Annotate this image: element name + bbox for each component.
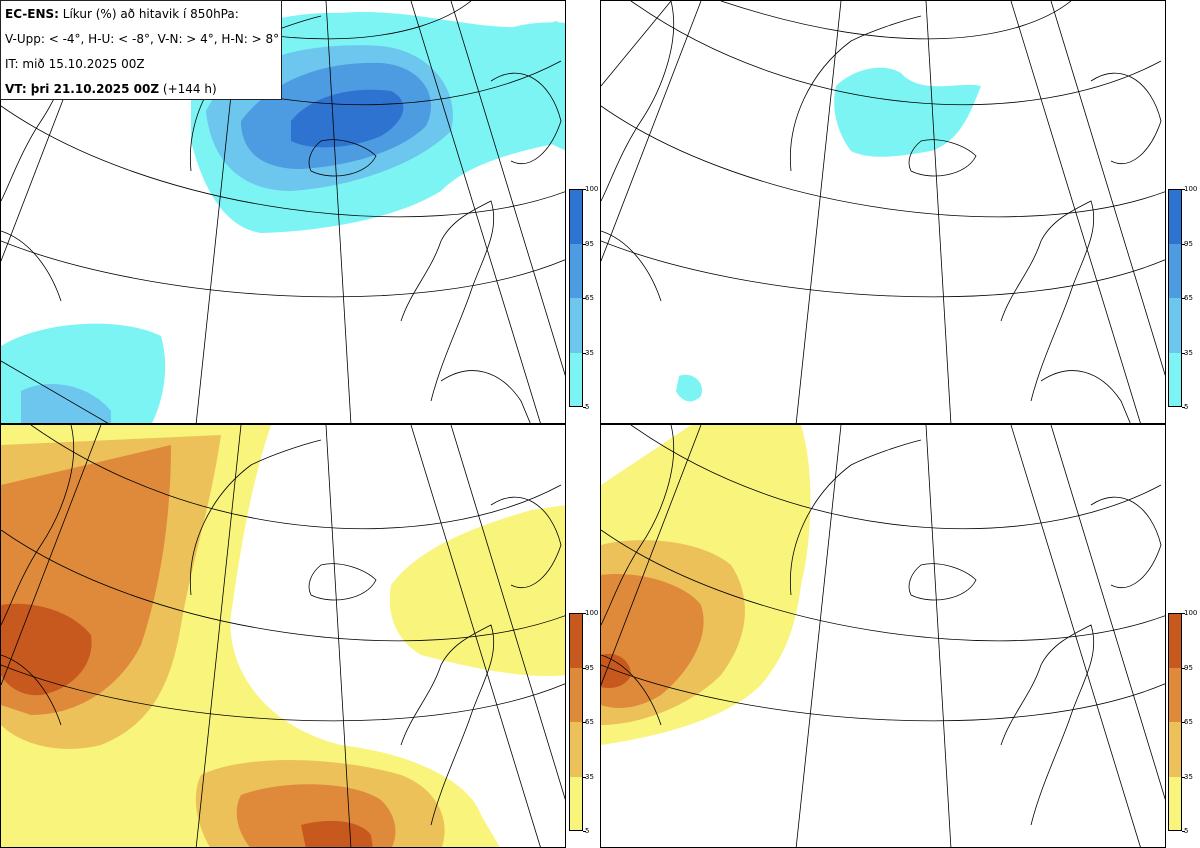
map-panel-h-u bbox=[600, 0, 1166, 424]
legend-tick-label: 5 bbox=[1184, 827, 1189, 835]
valid-time-line: VT: þri 21.10.2025 00Z (+144 h) bbox=[5, 82, 217, 96]
legend-tick-label: 95 bbox=[1184, 663, 1193, 672]
legend-tick-mark bbox=[1182, 722, 1185, 723]
model-label: EC-ENS: bbox=[5, 7, 59, 21]
prob-area-sw-65 bbox=[21, 384, 111, 423]
legend-tick-label: 95 bbox=[1184, 239, 1193, 248]
legend-tick-mark bbox=[1182, 831, 1185, 832]
legend-cold-right: 100 95 65 35 5 bbox=[1168, 185, 1197, 411]
map-v-n bbox=[1, 425, 565, 847]
legend-tick-mark bbox=[583, 407, 586, 408]
legend-tick-label: 65 bbox=[585, 294, 594, 302]
legend-tick-label: 100 bbox=[585, 609, 599, 617]
coastlines bbox=[601, 1, 1162, 423]
legend-band bbox=[1168, 776, 1182, 831]
legend-cold-left: 100 95 65 35 5 bbox=[569, 185, 598, 411]
legend-tick-label: 65 bbox=[585, 718, 594, 726]
graticule bbox=[601, 425, 1165, 847]
legend-band bbox=[1168, 722, 1182, 777]
map-panel-v-upp bbox=[0, 0, 566, 424]
legend-band bbox=[1168, 298, 1182, 353]
legend-tick-mark bbox=[583, 831, 586, 832]
legend-tick-mark bbox=[583, 667, 586, 669]
prob-area-100 bbox=[291, 89, 404, 148]
legend-tick-mark bbox=[583, 722, 586, 723]
legend-tick-label: 5 bbox=[1184, 403, 1189, 411]
valid-time: VT: þri 21.10.2025 00Z bbox=[5, 82, 160, 96]
legend-tick-mark bbox=[583, 352, 586, 354]
legend-tick-mark bbox=[583, 613, 586, 614]
legend-tick-mark bbox=[1182, 776, 1185, 778]
legend-tick-mark bbox=[1182, 298, 1185, 299]
thresholds-line: V-Upp: < -4°, H-U: < -8°, V-N: > 4°, H-N… bbox=[5, 32, 280, 46]
legend-tick-label: 95 bbox=[585, 239, 594, 248]
legend-tick-label: 5 bbox=[585, 403, 590, 411]
legend-tick-label: 35 bbox=[1184, 348, 1193, 357]
legend-tick-mark bbox=[583, 243, 586, 245]
legend-tick-label: 95 bbox=[585, 663, 594, 672]
legend-band bbox=[569, 613, 583, 668]
legend-tick-mark bbox=[1182, 613, 1185, 614]
legend-tick-mark bbox=[1182, 352, 1185, 354]
legend-tick-label: 35 bbox=[585, 348, 594, 357]
legend-band bbox=[569, 722, 583, 777]
prob-area-sw-35 bbox=[676, 374, 702, 402]
legend-tick-label: 65 bbox=[1184, 294, 1193, 302]
legend-tick-label: 5 bbox=[585, 827, 590, 835]
legend-tick-label: 65 bbox=[1184, 718, 1193, 726]
prob-area-35 bbox=[834, 67, 981, 157]
legend-tick-mark bbox=[583, 189, 586, 190]
map-panel-v-n bbox=[0, 424, 566, 848]
legend-band bbox=[569, 352, 583, 407]
legend-tick-label: 100 bbox=[1184, 185, 1198, 193]
legend-band bbox=[1168, 352, 1182, 407]
legend-tick-label: 100 bbox=[585, 185, 599, 193]
map-h-n bbox=[601, 425, 1165, 847]
legend-tick-mark bbox=[1182, 189, 1185, 190]
legend-tick-label: 35 bbox=[585, 772, 594, 781]
title-text: Líkur (%) að hitavik í 850hPa: bbox=[62, 7, 239, 21]
legend-tick-mark bbox=[1182, 243, 1185, 245]
graticule bbox=[601, 1, 1165, 423]
legend-tick-mark bbox=[583, 298, 586, 299]
legend-band bbox=[1168, 189, 1182, 244]
legend-tick-mark bbox=[583, 776, 586, 778]
title-line: EC-ENS: Líkur (%) að hitavik í 850hPa: bbox=[5, 7, 239, 21]
legend-warm-left: 100 95 65 35 5 bbox=[569, 609, 598, 835]
init-time: IT: mið 15.10.2025 00Z bbox=[5, 57, 145, 71]
legend-tick-mark bbox=[1182, 667, 1185, 669]
lead-time: (+144 h) bbox=[162, 82, 217, 96]
legend-band bbox=[569, 243, 583, 298]
legend-band bbox=[569, 298, 583, 353]
coastlines bbox=[601, 425, 1162, 826]
info-box: EC-ENS: Líkur (%) að hitavik í 850hPa: V… bbox=[0, 0, 282, 100]
legend-tick-label: 100 bbox=[1184, 609, 1198, 617]
coastlines bbox=[1, 425, 562, 826]
legend-tick-mark bbox=[1182, 407, 1185, 408]
legend-warm-right: 100 95 65 35 5 bbox=[1168, 609, 1197, 835]
legend-band bbox=[1168, 667, 1182, 722]
legend-band bbox=[569, 189, 583, 244]
legend-tick-label: 35 bbox=[1184, 772, 1193, 781]
prob-area-s-100 bbox=[301, 820, 373, 847]
map-panel-h-n bbox=[600, 424, 1166, 848]
prob-area-ne bbox=[501, 22, 565, 151]
legend-band bbox=[569, 776, 583, 831]
legend-band bbox=[1168, 243, 1182, 298]
graticule bbox=[1, 425, 565, 847]
prob-area-ne-35 bbox=[389, 505, 565, 676]
map-h-u bbox=[601, 1, 1165, 423]
legend-band bbox=[569, 667, 583, 722]
legend-band bbox=[1168, 613, 1182, 668]
